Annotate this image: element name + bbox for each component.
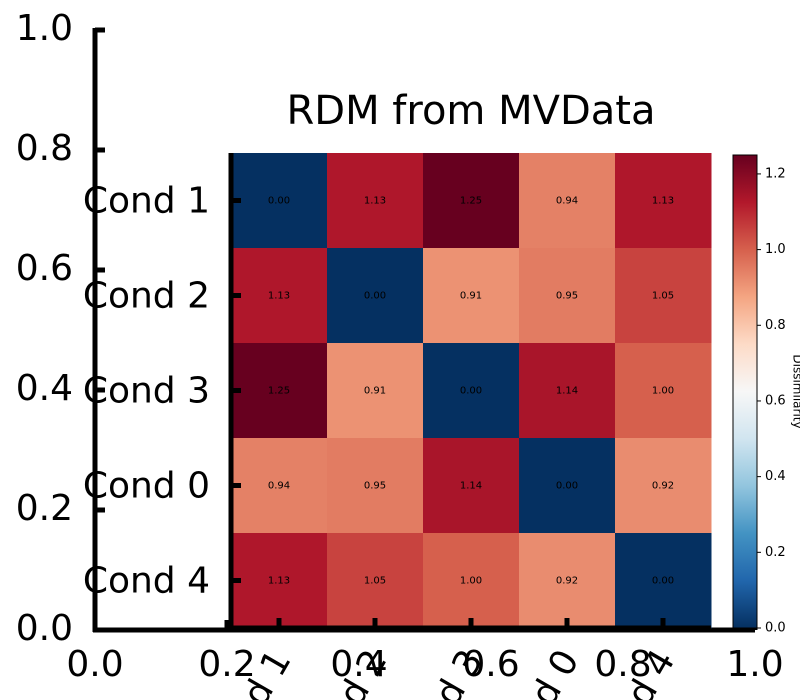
y-tick-label: 0.6 xyxy=(16,248,73,289)
cell-label: 0.95 xyxy=(364,481,386,492)
heatmap-cell xyxy=(231,438,328,534)
colorbar-tick-label: 0.0 xyxy=(765,621,786,636)
colorbar-tick-label: 0.4 xyxy=(765,469,786,484)
colorbar-tick-label: 0.2 xyxy=(765,545,786,560)
colorbar-tick-label: 1.2 xyxy=(765,166,786,181)
heatmap-cell xyxy=(615,153,712,249)
heatmap-cell xyxy=(423,153,520,249)
colorbar-tick-label: 1.0 xyxy=(765,242,786,257)
heatmap-cell xyxy=(231,343,328,439)
heatmap-cell xyxy=(423,533,520,629)
heatmap-cell xyxy=(327,153,424,249)
cell-label: 1.14 xyxy=(460,481,482,492)
x-tick-label: 0.8 xyxy=(594,644,651,685)
cell-label: 1.13 xyxy=(268,291,290,302)
x-tick-label: 0.2 xyxy=(198,644,255,685)
colorbar-label: Dissimilarity xyxy=(791,354,800,428)
cell-label: 0.94 xyxy=(268,481,290,492)
cell-label: 1.25 xyxy=(268,386,290,397)
x-tick-label: 0.6 xyxy=(462,644,519,685)
cell-label: 1.00 xyxy=(460,576,482,587)
heatmap-cell xyxy=(231,533,328,629)
cell-label: 0.00 xyxy=(364,291,386,302)
cell-label: 0.95 xyxy=(556,291,578,302)
chart-title: RDM from MVData xyxy=(286,88,655,134)
cell-label: 0.00 xyxy=(556,481,578,492)
row-label: Cond 0 xyxy=(83,466,210,507)
heatmap-cell xyxy=(519,438,616,534)
row-label: Cond 4 xyxy=(83,561,210,602)
heatmap-cell xyxy=(231,153,328,249)
heatmap-cell xyxy=(327,343,424,439)
heatmap-cell xyxy=(327,438,424,534)
heatmap-cell xyxy=(423,343,520,439)
row-label: Cond 3 xyxy=(83,371,210,412)
cell-label: 0.00 xyxy=(460,386,482,397)
heatmap-cell xyxy=(519,153,616,249)
heatmap-cell xyxy=(615,438,712,534)
cell-label: 1.05 xyxy=(652,291,674,302)
colorbar-tick-label: 0.8 xyxy=(765,318,786,333)
cell-label: 0.00 xyxy=(652,576,674,587)
y-tick-label: 0.0 xyxy=(16,608,73,649)
cell-label: 1.13 xyxy=(652,196,674,207)
colorbar xyxy=(732,154,758,629)
cell-label: 1.13 xyxy=(364,196,386,207)
colorbar-tick-label: 0.6 xyxy=(765,393,786,408)
cell-label: 0.91 xyxy=(364,386,386,397)
cell-label: 1.05 xyxy=(364,576,386,587)
cell-label: 0.00 xyxy=(268,196,290,207)
row-label: Cond 1 xyxy=(83,181,210,222)
cell-label: 0.94 xyxy=(556,196,578,207)
cell-label: 1.14 xyxy=(556,386,578,397)
y-tick-label: 0.8 xyxy=(16,128,73,169)
heatmap-cell xyxy=(231,248,328,344)
x-tick-label: 0.4 xyxy=(330,644,387,685)
cell-label: 0.92 xyxy=(556,576,578,587)
x-tick-label: 1.0 xyxy=(726,644,783,685)
heatmap-cell xyxy=(615,533,712,629)
cell-label: 1.00 xyxy=(652,386,674,397)
y-tick-label: 1.0 xyxy=(16,8,73,49)
heatmap-cell xyxy=(615,343,712,439)
heatmap-cell xyxy=(519,343,616,439)
heatmap-cell xyxy=(519,248,616,344)
cell-label: 1.25 xyxy=(460,196,482,207)
cell-label: 1.13 xyxy=(268,576,290,587)
heatmap-cell xyxy=(327,533,424,629)
heatmap-cell xyxy=(519,533,616,629)
y-tick-label: 0.4 xyxy=(16,368,73,409)
cell-label: 0.91 xyxy=(460,291,482,302)
x-tick-label: 0.0 xyxy=(66,644,123,685)
heatmap-cell xyxy=(423,438,520,534)
heatmap-cell xyxy=(615,248,712,344)
y-tick-label: 0.2 xyxy=(16,488,73,529)
row-label: Cond 2 xyxy=(83,276,210,317)
cell-label: 0.92 xyxy=(652,481,674,492)
heatmap-cell xyxy=(423,248,520,344)
heatmap-cell xyxy=(327,248,424,344)
